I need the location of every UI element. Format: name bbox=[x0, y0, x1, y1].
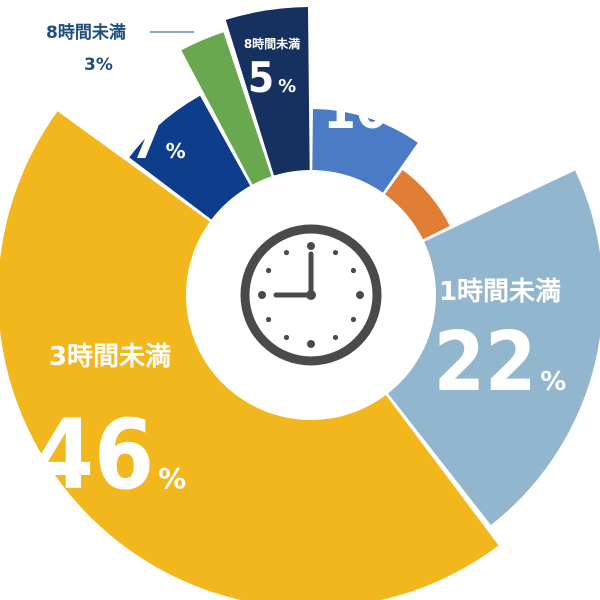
slice-name-label: 8時間未満 bbox=[244, 36, 300, 51]
clock-tick bbox=[265, 316, 272, 323]
slice-labels: 10分未満 10% 30分未満 8 % 1時間未満 22 % 3時間未満 46 % 5時間未満 7 % 8時… bbox=[34, 22, 566, 511]
clock-tick bbox=[332, 249, 339, 256]
slice-name-label: 3時間未満 bbox=[49, 342, 171, 372]
clock-tick bbox=[350, 316, 357, 323]
slice-name-label: 10分未満 bbox=[335, 56, 401, 74]
slice-value-label: 5% bbox=[248, 53, 296, 102]
slice-value-label: 3% bbox=[84, 55, 113, 75]
clock-tick bbox=[356, 291, 364, 299]
clock-tick bbox=[350, 267, 357, 274]
clock-tick bbox=[283, 334, 290, 341]
slice-name-label: 1時間未満 bbox=[439, 277, 561, 307]
pie-slice bbox=[311, 170, 600, 526]
slice-name-label: 8時間未満 bbox=[46, 22, 126, 43]
clock-tick bbox=[258, 291, 266, 299]
clock-tick bbox=[332, 334, 339, 341]
slice-value-label: 7% bbox=[130, 112, 185, 170]
clock-tick bbox=[307, 242, 315, 250]
slice-name-label: 30分未満 bbox=[457, 105, 518, 122]
slice-name-label: 5時間未満 bbox=[125, 82, 191, 99]
slice-value-label: 22% bbox=[434, 315, 567, 410]
clock-tick bbox=[307, 340, 315, 348]
clock-icon bbox=[240, 224, 382, 366]
slice-value-label: 46% bbox=[34, 399, 186, 511]
slice-value-label: 8% bbox=[463, 138, 513, 189]
clock-tick bbox=[265, 267, 272, 274]
clock-tick bbox=[283, 249, 290, 256]
slice-value-label: 10% bbox=[323, 81, 412, 141]
